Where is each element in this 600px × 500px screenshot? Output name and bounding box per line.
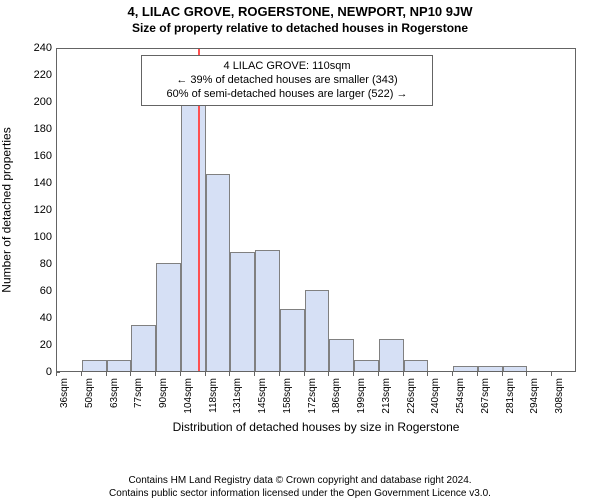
x-tick-label: 294sqm xyxy=(529,378,540,414)
y-tick-label: 80 xyxy=(40,258,52,270)
x-tick-label: 186sqm xyxy=(331,378,342,414)
histogram-bar xyxy=(503,366,528,371)
histogram-bar xyxy=(255,250,280,372)
y-tick-label: 60 xyxy=(40,285,52,297)
x-tick-label: 118sqm xyxy=(208,378,219,413)
x-tick-label: 213sqm xyxy=(381,378,392,414)
y-tick-label: 40 xyxy=(40,312,52,324)
caption-line-2: Contains public sector information licen… xyxy=(0,488,600,500)
plot-area: 4 LILAC GROVE: 110sqm ← 39% of detached … xyxy=(56,48,576,372)
annotation-line1: 4 LILAC GROVE: 110sqm xyxy=(150,60,424,74)
x-tick-label: 158sqm xyxy=(282,378,293,414)
page-subtitle: Size of property relative to detached ho… xyxy=(0,21,600,35)
x-tick-label: 36sqm xyxy=(59,378,70,408)
histogram-bar xyxy=(280,309,305,371)
y-axis-label: Number of detached properties xyxy=(0,127,13,292)
y-tick-label: 240 xyxy=(34,42,52,54)
annotation-box: 4 LILAC GROVE: 110sqm ← 39% of detached … xyxy=(141,55,433,106)
x-tick-label: 172sqm xyxy=(307,378,318,414)
histogram-bar xyxy=(206,174,231,371)
histogram-bar xyxy=(156,263,181,371)
x-tick-label: 131sqm xyxy=(232,378,243,414)
x-tick-label: 90sqm xyxy=(158,378,169,408)
y-tick-label: 160 xyxy=(34,150,52,162)
histogram-bar xyxy=(329,339,354,371)
histogram-bar xyxy=(131,325,156,371)
x-tick-label: 267sqm xyxy=(480,378,491,414)
x-tick-label: 281sqm xyxy=(505,378,516,414)
histogram-bar xyxy=(453,366,478,371)
histogram-bar xyxy=(181,101,206,371)
histogram-bar xyxy=(404,360,429,371)
page-title: 4, LILAC GROVE, ROGERSTONE, NEWPORT, NP1… xyxy=(0,4,600,19)
y-tick-label: 180 xyxy=(34,123,52,135)
annotation-line3: 60% of semi-detached houses are larger (… xyxy=(150,88,424,102)
histogram-bar xyxy=(82,360,107,371)
y-tick-label: 140 xyxy=(34,177,52,189)
y-axis: 020406080100120140160180200220240 xyxy=(22,48,56,372)
x-axis-label: Distribution of detached houses by size … xyxy=(56,420,576,434)
y-tick-label: 100 xyxy=(34,231,52,243)
x-tick-label: 63sqm xyxy=(109,378,120,408)
histogram-chart: Number of detached properties 0204060801… xyxy=(56,48,576,372)
histogram-bar xyxy=(107,360,132,371)
y-tick-label: 120 xyxy=(34,204,52,216)
x-tick-label: 50sqm xyxy=(84,378,95,408)
y-tick-label: 200 xyxy=(34,96,52,108)
x-tick-label: 308sqm xyxy=(554,378,565,414)
y-tick-label: 220 xyxy=(34,69,52,81)
x-tick-label: 199sqm xyxy=(356,378,367,414)
histogram-bar xyxy=(354,360,379,371)
histogram-bar xyxy=(230,252,255,371)
x-tick-label: 254sqm xyxy=(455,378,466,414)
attribution-caption: Contains HM Land Registry data © Crown c… xyxy=(0,475,600,500)
histogram-bar xyxy=(379,339,404,371)
x-tick-label: 145sqm xyxy=(257,378,268,414)
caption-line-1: Contains HM Land Registry data © Crown c… xyxy=(0,475,600,488)
y-tick-label: 20 xyxy=(40,339,52,351)
histogram-bar xyxy=(305,290,330,371)
annotation-line2: ← 39% of detached houses are smaller (34… xyxy=(150,74,424,88)
x-tick-label: 226sqm xyxy=(406,378,417,414)
histogram-bar xyxy=(478,366,503,371)
x-tick-label: 240sqm xyxy=(430,378,441,414)
x-axis: Distribution of detached houses by size … xyxy=(56,372,576,428)
x-tick-label: 77sqm xyxy=(133,378,144,408)
x-tick-label: 104sqm xyxy=(183,378,194,414)
y-tick-label: 0 xyxy=(46,366,52,378)
